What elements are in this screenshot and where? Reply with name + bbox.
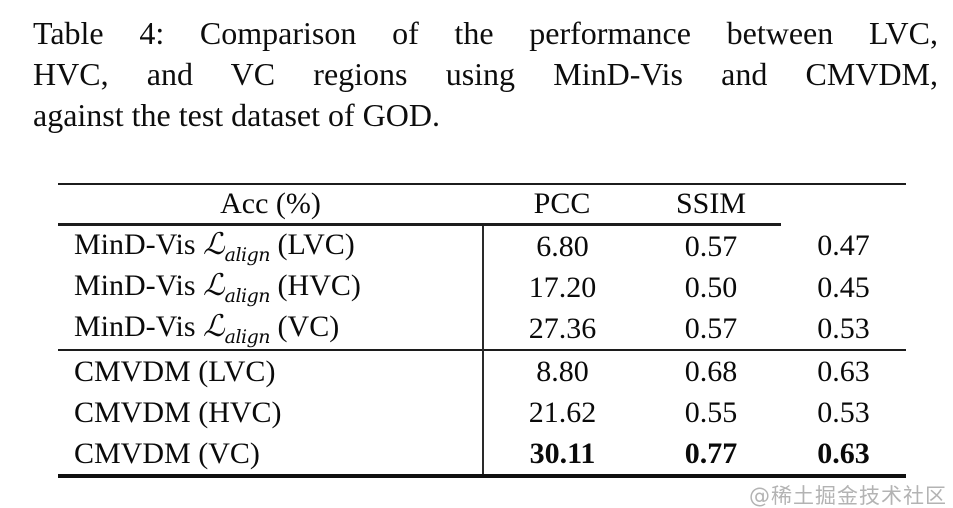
- table-caption: Table 4: Comparison of the performance b…: [33, 13, 938, 136]
- method-name: MinD-Vis: [74, 228, 196, 261]
- region-name: (VC): [198, 436, 260, 470]
- cell-ssim: 0.45: [817, 270, 870, 304]
- cell-pcc: 0.68: [641, 349, 781, 392]
- cell-acc: 17.20: [528, 270, 597, 304]
- caption-line-3: against the test dataset of GOD.: [33, 97, 440, 133]
- method-name: CMVDM: [74, 436, 191, 470]
- table-row-cmvdm-vc: CMVDM (VC) 30.11 0.77 0.63: [58, 433, 906, 476]
- loss-align-symbol: ℒalign: [203, 309, 271, 348]
- loss-align-symbol: ℒalign: [203, 268, 271, 307]
- region-name: (HVC): [277, 269, 361, 302]
- loss-align-symbol: ℒalign: [203, 227, 271, 266]
- method-name: MinD-Vis: [74, 310, 196, 343]
- cell-ssim: 0.53: [817, 395, 870, 429]
- table-row-mindvis-lvc: MinD-Vis ℒalign (LVC) 6.80 0.57 0.47: [58, 224, 906, 267]
- cell-pcc: 0.57: [684, 311, 738, 345]
- region-name: (VC): [277, 310, 340, 343]
- table-header: Acc (%) PCC SSIM: [58, 184, 906, 226]
- results-table-wrapper: Acc (%) PCC SSIM MinD-Vis ℒalign (LVC) 6…: [58, 183, 906, 478]
- row-label: CMVDM (HVC): [58, 392, 484, 433]
- method-name: CMVDM: [74, 395, 191, 429]
- table-row-mindvis-hvc: MinD-Vis ℒalign (HVC) 17.20 0.50 0.45: [58, 267, 906, 308]
- table-row-cmvdm-hvc: CMVDM (HVC) 21.62 0.55 0.53: [58, 392, 906, 433]
- cell-acc: 21.62: [528, 395, 597, 429]
- cell-acc: 27.36: [528, 311, 597, 345]
- cell-pcc: 0.55: [684, 395, 738, 429]
- caption-line-1: Table 4: Comparison of the performance b…: [33, 15, 938, 51]
- cell-acc: 8.80: [483, 349, 641, 392]
- cell-ssim: 0.63: [817, 436, 870, 470]
- table-row-mindvis-vc: MinD-Vis ℒalign (VC) 27.36 0.57 0.53: [58, 308, 906, 350]
- cell-acc: 30.11: [529, 436, 596, 470]
- cell-pcc: 0.57: [684, 229, 738, 263]
- cell-acc: 6.80: [536, 229, 589, 263]
- header-pcc: PCC: [483, 184, 641, 226]
- table-body: MinD-Vis ℒalign (LVC) 6.80 0.57 0.47 Min…: [58, 224, 906, 476]
- watermark: @稀土掘金技术社区: [749, 484, 947, 508]
- cell-ssim: 0.47: [817, 228, 870, 262]
- row-label: MinD-Vis ℒalign (VC): [58, 308, 484, 350]
- cell-pcc: 0.50: [684, 270, 738, 304]
- method-name: CMVDM: [74, 354, 191, 388]
- caption-line-2: HVC, and VC regions using MinD-Vis and C…: [33, 56, 938, 92]
- row-label: MinD-Vis ℒalign (HVC): [58, 267, 484, 308]
- table-row-cmvdm-lvc: CMVDM (LVC) 8.80 0.68 0.63: [58, 349, 906, 392]
- cell-pcc: 0.77: [684, 436, 738, 470]
- method-name: MinD-Vis: [74, 269, 196, 302]
- row-label: MinD-Vis ℒalign (LVC): [58, 224, 484, 267]
- results-table: Acc (%) PCC SSIM MinD-Vis ℒalign (LVC) 6…: [58, 183, 906, 478]
- header-acc: Acc (%): [58, 184, 483, 226]
- cell-ssim: 0.63: [781, 349, 906, 392]
- row-label: CMVDM (VC): [58, 433, 484, 476]
- row-label: CMVDM (LVC): [58, 349, 484, 392]
- region-name: (HVC): [198, 395, 282, 429]
- cell-ssim: 0.53: [817, 311, 870, 345]
- region-name: (LVC): [198, 354, 276, 388]
- header-row: Acc (%) PCC SSIM: [58, 184, 906, 226]
- header-ssim: SSIM: [641, 184, 781, 226]
- region-name: (LVC): [277, 228, 355, 261]
